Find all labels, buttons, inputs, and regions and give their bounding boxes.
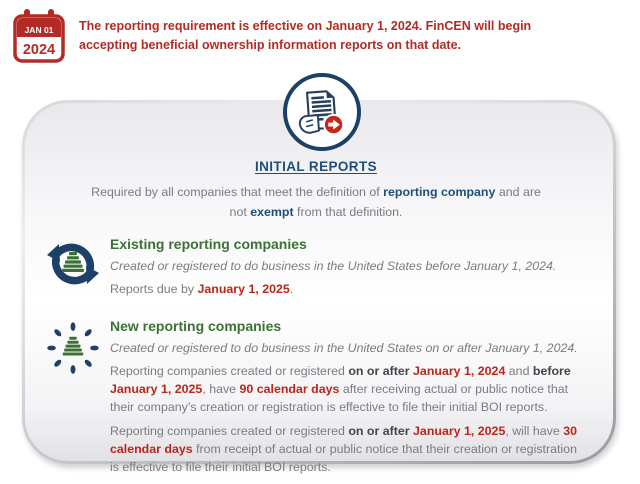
- date-jan-1-2025-b: January 1, 2025: [413, 423, 506, 438]
- panel-title: INITIAL REPORTS: [254, 159, 377, 174]
- intro-text: Required by all companies that meet the …: [91, 185, 541, 219]
- thirty-day-rule: Reporting companies created or registere…: [110, 423, 577, 474]
- existing-description: Created or registered to do business in …: [110, 258, 557, 273]
- document-hand-arrow-icon: [298, 90, 345, 136]
- calendar-icon: JAN 01 2024: [13, 9, 65, 63]
- new-heading: New reporting companies: [110, 317, 282, 334]
- effective-date-banner: JAN 01 2024 The reporting requirement is…: [12, 8, 577, 64]
- due-date: January 1, 2025: [197, 281, 290, 296]
- ninety-days: 90 calendar days: [239, 381, 340, 396]
- calendar-month-label: JAN 01: [25, 25, 54, 35]
- panel-body: INITIAL REPORTS Required by all companie…: [25, 103, 613, 474]
- calendar-year-label: 2024: [23, 42, 55, 58]
- new-description: Created or registered to do business in …: [110, 340, 578, 355]
- existing-due-line: Reports due by January 1, 2025.: [110, 281, 294, 296]
- term-reporting-company: reporting company: [383, 185, 496, 199]
- term-exempt: exempt: [250, 204, 294, 219]
- banner-message: The reporting requirement is effective o…: [79, 19, 532, 53]
- new-building-sparkle-icon: [47, 321, 99, 374]
- ninety-day-rule: Reporting companies created or registere…: [110, 363, 571, 414]
- initial-reports-panel: INITIAL REPORTS Required by all companie…: [22, 100, 616, 474]
- new-companies-section: New reporting companies Created or regis…: [45, 318, 587, 483]
- existing-heading: Existing reporting companies: [110, 235, 307, 252]
- existing-companies-section: Existing reporting companies Created or …: [45, 236, 587, 305]
- date-jan-1-2025: January 1, 2025: [110, 381, 203, 396]
- cycle-building-icon: [47, 243, 99, 285]
- date-jan-1-2024: January 1, 2024: [413, 363, 506, 378]
- thirty-days: 30 calendar days: [110, 423, 577, 456]
- boi-report-circle-icon: [283, 73, 361, 151]
